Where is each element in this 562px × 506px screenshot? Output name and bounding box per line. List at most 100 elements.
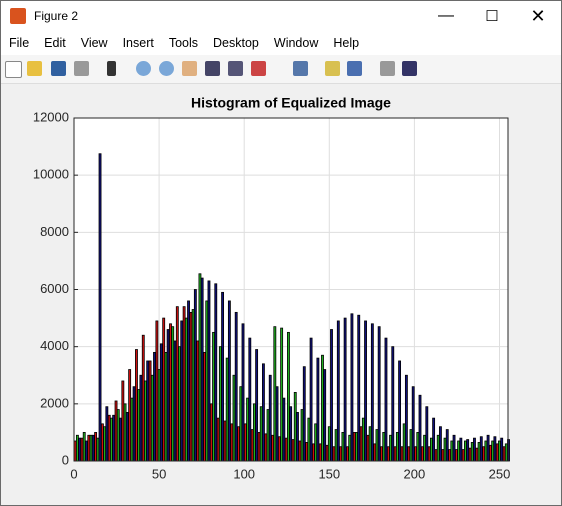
menu-item[interactable]: View (80, 36, 108, 50)
bar (75, 434, 79, 462)
bar (164, 351, 168, 462)
bar (169, 323, 172, 462)
bar (502, 446, 506, 462)
bar (280, 327, 284, 462)
axes-box (73, 117, 509, 462)
bar (184, 317, 188, 462)
bar (78, 437, 82, 462)
tool-zoom-in[interactable] (136, 61, 151, 76)
tool-brush[interactable] (251, 61, 266, 76)
close[interactable]: ✕ (530, 5, 546, 26)
bar (259, 406, 263, 462)
bar (500, 437, 504, 462)
bar (171, 326, 175, 462)
bar (221, 291, 225, 462)
bar (325, 444, 329, 462)
bar (266, 409, 270, 462)
bar (223, 420, 227, 462)
bar (227, 300, 231, 462)
bar (218, 346, 222, 462)
menu-item[interactable]: Edit (44, 36, 66, 50)
bar (230, 423, 234, 462)
bar (323, 369, 327, 462)
bar (123, 403, 127, 462)
toolbar (1, 55, 561, 84)
tool-print[interactable] (74, 61, 89, 76)
tool-hide[interactable] (380, 61, 395, 76)
bar (144, 380, 147, 462)
bar (203, 351, 206, 462)
bar (162, 317, 166, 462)
tool-save[interactable] (51, 61, 66, 76)
bar (155, 320, 159, 462)
bar (498, 440, 501, 462)
bar (384, 337, 388, 462)
bar (268, 374, 272, 462)
bar (137, 389, 141, 462)
bar (291, 439, 295, 462)
tool-legend[interactable] (347, 61, 362, 76)
bar (121, 380, 125, 462)
bar (107, 414, 111, 462)
tool-datacursor[interactable] (228, 61, 243, 76)
menu-item[interactable]: Tools (168, 36, 199, 50)
bar (150, 374, 154, 462)
bar (391, 346, 395, 462)
bar (395, 432, 399, 462)
minimize[interactable]: — (438, 7, 454, 24)
tool-pointer[interactable] (107, 61, 116, 76)
y-tick-label: 4000 (40, 338, 69, 353)
bar (209, 403, 213, 462)
bar (119, 417, 122, 462)
bar (420, 446, 424, 462)
bar (85, 440, 88, 462)
tool-rotate[interactable] (205, 61, 220, 76)
bar (377, 326, 381, 462)
bar (278, 436, 281, 462)
bar (216, 417, 220, 462)
tool-dock[interactable] (402, 61, 417, 76)
bar (91, 434, 95, 462)
bar (482, 446, 486, 462)
bar (375, 429, 379, 462)
bar (370, 323, 374, 462)
bar (89, 434, 93, 462)
menu-item[interactable]: File (9, 36, 30, 50)
bar (130, 397, 134, 462)
bar (287, 331, 290, 462)
tool-link[interactable] (293, 61, 308, 76)
bar (359, 426, 363, 462)
bar (418, 394, 422, 462)
bar (125, 412, 129, 462)
tool-open[interactable] (27, 61, 42, 76)
x-tick-label: 150 (318, 466, 340, 481)
bar (493, 436, 497, 462)
menu-item[interactable]: Help (333, 36, 360, 50)
tool-colorbar[interactable] (325, 61, 340, 76)
bar (101, 423, 104, 462)
bar (473, 437, 476, 462)
bar (352, 432, 356, 462)
tool-new[interactable] (5, 61, 22, 78)
bar (207, 280, 211, 462)
maximize[interactable]: ☐ (485, 8, 499, 25)
menu-item[interactable]: Window (273, 36, 319, 50)
menu-item[interactable]: Desktop (213, 36, 259, 50)
bar (436, 434, 440, 462)
bar (193, 289, 197, 462)
bar (239, 386, 243, 462)
tool-zoom-out[interactable] (159, 61, 174, 76)
y-tick-label: 2000 (40, 395, 69, 410)
tool-pan[interactable] (182, 61, 197, 76)
bar (159, 343, 163, 462)
bar (452, 434, 456, 462)
bar (139, 374, 143, 462)
bar (178, 346, 181, 462)
menu-item[interactable]: Insert (122, 36, 154, 50)
bar (298, 440, 302, 462)
bar (309, 337, 313, 462)
bar (445, 429, 449, 462)
bar (466, 439, 470, 462)
bar (495, 443, 499, 462)
bar (400, 446, 404, 462)
